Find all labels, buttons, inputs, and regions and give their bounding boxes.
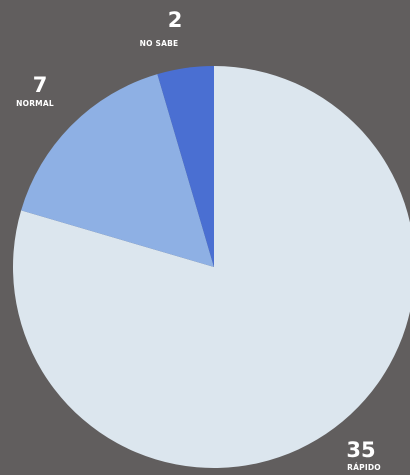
pie-slices [13, 66, 410, 468]
label-category-normal: NORMAL [16, 99, 54, 108]
label-value-no-sabe: 2 [168, 8, 183, 32]
label-value-normal: 7 [33, 73, 48, 97]
label-category-no-sabe: NO SABE [140, 39, 179, 48]
label-value-rapido: 35 [346, 438, 375, 462]
pie-slice-normal [21, 74, 214, 267]
pie-slice-no-sabe [157, 66, 214, 267]
label-category-rapido: RÁPIDO [347, 463, 381, 472]
pie-slice-rapido [13, 66, 410, 468]
